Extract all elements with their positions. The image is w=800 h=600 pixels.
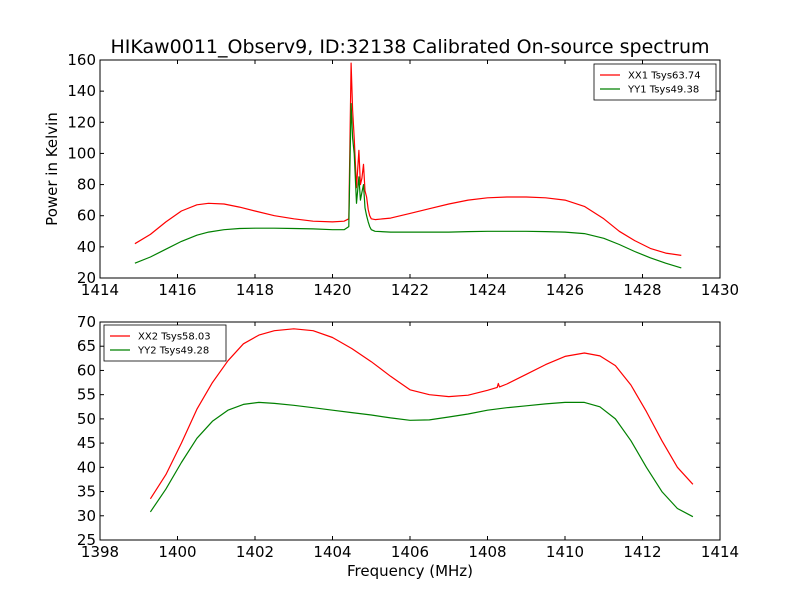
bottom-x-tick-label: 1408 [468,543,506,561]
bottom-series-line-1 [149,328,694,500]
bottom-x-axis-label: Frequency (MHz) [347,562,473,580]
bottom-legend-label-2: YY2 Tsys49.28 [137,346,209,357]
bottom-legend: XX2 Tsys58.03 YY2 Tsys49.28 [103,324,227,362]
bottom-y-tick-label: 40 [77,458,96,476]
top-y-tick-label: 20 [77,269,96,287]
bottom-legend-box [103,324,227,362]
top-y-tick-label: 160 [67,51,96,69]
top-series-line-2 [134,102,682,269]
top-y-tick-label: 140 [67,82,96,100]
top-legend-label-1: XX1 Tsys63.74 [628,71,701,82]
top-x-tick-label: 1420 [313,281,351,299]
top-y-axis-label: Power in Kelvin [43,112,61,226]
bottom-x-tick-label: 1414 [701,543,739,561]
top-x-tick-label: 1428 [623,281,661,299]
top-legend-box [593,63,717,101]
bottom-x-tick-label: 1412 [623,543,661,561]
top-y-tick-label: 100 [67,144,96,162]
bottom-series-line-2 [149,401,694,518]
bottom-y-tick-label: 70 [77,313,96,331]
bottom-x-tick-label: 1406 [391,543,429,561]
top-y-tick-label: 40 [77,238,96,256]
top-legend-label-2: YY1 Tsys49.38 [627,85,699,96]
top-x-tick-label: 1414 [81,281,119,299]
bottom-y-tick-label: 65 [77,337,96,355]
bottom-y-tick-label: 30 [77,507,96,525]
top-series-line-1 [134,62,682,256]
bottom-spectrum-plot: 1398 1400 1402 1404 1406 1408 1410 1412 1414 25 30… [77,313,739,580]
figure-title: HIKaw0011_Observ9, ID:32138 Calibrated O… [110,36,709,58]
bottom-x-tick-label: 1402 [236,543,274,561]
top-x-tick-label: 1430 [701,281,739,299]
top-y-tick-label: 120 [67,113,96,131]
top-legend: XX1 Tsys63.74 YY1 Tsys49.38 [593,63,717,101]
top-y-tick-label: 80 [77,176,96,194]
bottom-y-tick-label: 55 [77,386,96,404]
bottom-y-tick-label: 60 [77,361,96,379]
top-x-tick-label: 1426 [546,281,584,299]
top-x-tick-label: 1424 [468,281,506,299]
top-y-tick-label: 60 [77,207,96,225]
bottom-y-tick-label: 50 [77,410,96,428]
top-spectrum-plot: 1414 1416 1418 1420 1422 1424 1426 1428 1430 20 40… [43,51,739,299]
bottom-x-tick-label: 1398 [81,543,119,561]
bottom-y-tick-label: 45 [77,434,96,452]
top-x-tick-label: 1418 [236,281,274,299]
bottom-y-tick-label: 35 [77,483,96,501]
bottom-legend-label-1: XX2 Tsys58.03 [138,332,211,343]
bottom-x-tick-label: 1410 [546,543,584,561]
bottom-x-tick-label: 1400 [158,543,196,561]
bottom-x-tick-label: 1404 [313,543,351,561]
bottom-y-tick-label: 25 [77,531,96,549]
top-x-tick-label: 1416 [158,281,196,299]
top-x-tick-label: 1422 [391,281,429,299]
